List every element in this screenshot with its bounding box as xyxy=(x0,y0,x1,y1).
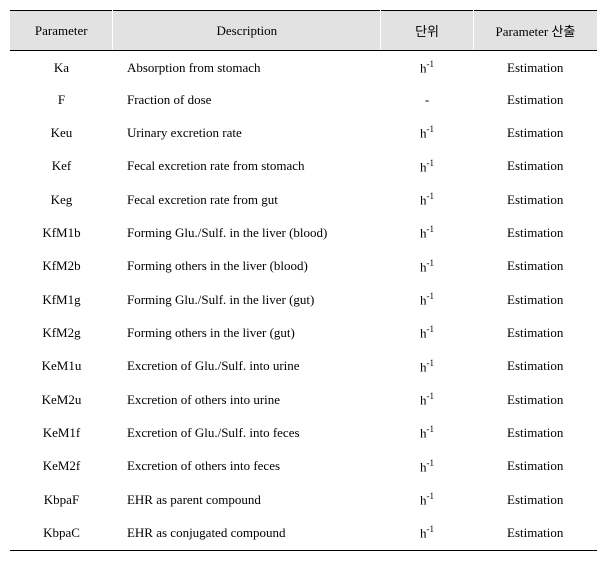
cell-calculation: Estimation xyxy=(473,216,597,249)
cell-parameter: KeM2f xyxy=(10,450,113,483)
cell-description: Urinary excretion rate xyxy=(113,116,381,149)
cell-parameter: KbpaF xyxy=(10,483,113,516)
cell-calculation: Estimation xyxy=(473,416,597,449)
cell-parameter: KeM1f xyxy=(10,416,113,449)
cell-calculation: Estimation xyxy=(473,51,597,85)
cell-parameter: KeM2u xyxy=(10,383,113,416)
parameter-table: Parameter Description 단위 Parameter 산출 Ka… xyxy=(10,10,597,551)
cell-description: Fecal excretion rate from stomach xyxy=(113,150,381,183)
table-row: KefFecal excretion rate from stomachh-1E… xyxy=(10,150,597,183)
table-row: KfM1bForming Glu./Sulf. in the liver (bl… xyxy=(10,216,597,249)
cell-unit: h-1 xyxy=(381,116,474,149)
cell-parameter: Ka xyxy=(10,51,113,85)
table-row: KeM2fExcretion of others into fecesh-1Es… xyxy=(10,450,597,483)
cell-unit: h-1 xyxy=(381,383,474,416)
cell-parameter: KeM1u xyxy=(10,350,113,383)
cell-parameter: KfM2g xyxy=(10,316,113,349)
cell-unit: h-1 xyxy=(381,183,474,216)
cell-calculation: Estimation xyxy=(473,250,597,283)
cell-parameter: Keg xyxy=(10,183,113,216)
cell-unit: h-1 xyxy=(381,416,474,449)
table-row: KegFecal excretion rate from guth-1Estim… xyxy=(10,183,597,216)
cell-parameter: Kef xyxy=(10,150,113,183)
table-row: KfM2bForming others in the liver (blood)… xyxy=(10,250,597,283)
cell-calculation: Estimation xyxy=(473,516,597,550)
cell-description: Excretion of others into feces xyxy=(113,450,381,483)
table-row: KeM1uExcretion of Glu./Sulf. into urineh… xyxy=(10,350,597,383)
cell-unit: h-1 xyxy=(381,350,474,383)
table-row: KfM2gForming others in the liver (gut)h-… xyxy=(10,316,597,349)
cell-parameter: KfM1b xyxy=(10,216,113,249)
header-description: Description xyxy=(113,11,381,51)
table-row: KaAbsorption from stomachh-1Estimation xyxy=(10,51,597,85)
table-row: KbpaFEHR as parent compoundh-1Estimation xyxy=(10,483,597,516)
cell-unit: h-1 xyxy=(381,51,474,85)
cell-calculation: Estimation xyxy=(473,316,597,349)
cell-unit: h-1 xyxy=(381,216,474,249)
cell-unit: h-1 xyxy=(381,250,474,283)
cell-description: Forming others in the liver (gut) xyxy=(113,316,381,349)
cell-unit: h-1 xyxy=(381,450,474,483)
cell-unit: h-1 xyxy=(381,483,474,516)
header-unit: 단위 xyxy=(381,11,474,51)
cell-calculation: Estimation xyxy=(473,350,597,383)
table-row: FFraction of dose-Estimation xyxy=(10,84,597,116)
cell-calculation: Estimation xyxy=(473,116,597,149)
cell-calculation: Estimation xyxy=(473,150,597,183)
table-row: KeM2uExcretion of others into urineh-1Es… xyxy=(10,383,597,416)
cell-calculation: Estimation xyxy=(473,483,597,516)
table-row: KfM1gForming Glu./Sulf. in the liver (gu… xyxy=(10,283,597,316)
cell-unit: h-1 xyxy=(381,283,474,316)
cell-parameter: KfM1g xyxy=(10,283,113,316)
cell-description: EHR as parent compound xyxy=(113,483,381,516)
table-row: KbpaCEHR as conjugated compoundh-1Estima… xyxy=(10,516,597,550)
cell-calculation: Estimation xyxy=(473,450,597,483)
cell-calculation: Estimation xyxy=(473,84,597,116)
cell-description: Excretion of others into urine xyxy=(113,383,381,416)
cell-parameter: F xyxy=(10,84,113,116)
cell-parameter: Keu xyxy=(10,116,113,149)
cell-description: Absorption from stomach xyxy=(113,51,381,85)
cell-description: Fraction of dose xyxy=(113,84,381,116)
cell-unit: h-1 xyxy=(381,316,474,349)
cell-unit: - xyxy=(381,84,474,116)
table-header-row: Parameter Description 단위 Parameter 산출 xyxy=(10,11,597,51)
cell-parameter: KbpaC xyxy=(10,516,113,550)
cell-description: EHR as conjugated compound xyxy=(113,516,381,550)
cell-parameter: KfM2b xyxy=(10,250,113,283)
cell-description: Excretion of Glu./Sulf. into feces xyxy=(113,416,381,449)
header-calculation: Parameter 산출 xyxy=(473,11,597,51)
cell-description: Excretion of Glu./Sulf. into urine xyxy=(113,350,381,383)
cell-unit: h-1 xyxy=(381,516,474,550)
header-parameter: Parameter xyxy=(10,11,113,51)
cell-description: Fecal excretion rate from gut xyxy=(113,183,381,216)
cell-unit: h-1 xyxy=(381,150,474,183)
cell-calculation: Estimation xyxy=(473,183,597,216)
table-row: KeuUrinary excretion rateh-1Estimation xyxy=(10,116,597,149)
cell-description: Forming Glu./Sulf. in the liver (gut) xyxy=(113,283,381,316)
table-row: KeM1fExcretion of Glu./Sulf. into fecesh… xyxy=(10,416,597,449)
cell-description: Forming Glu./Sulf. in the liver (blood) xyxy=(113,216,381,249)
cell-calculation: Estimation xyxy=(473,383,597,416)
cell-calculation: Estimation xyxy=(473,283,597,316)
cell-description: Forming others in the liver (blood) xyxy=(113,250,381,283)
